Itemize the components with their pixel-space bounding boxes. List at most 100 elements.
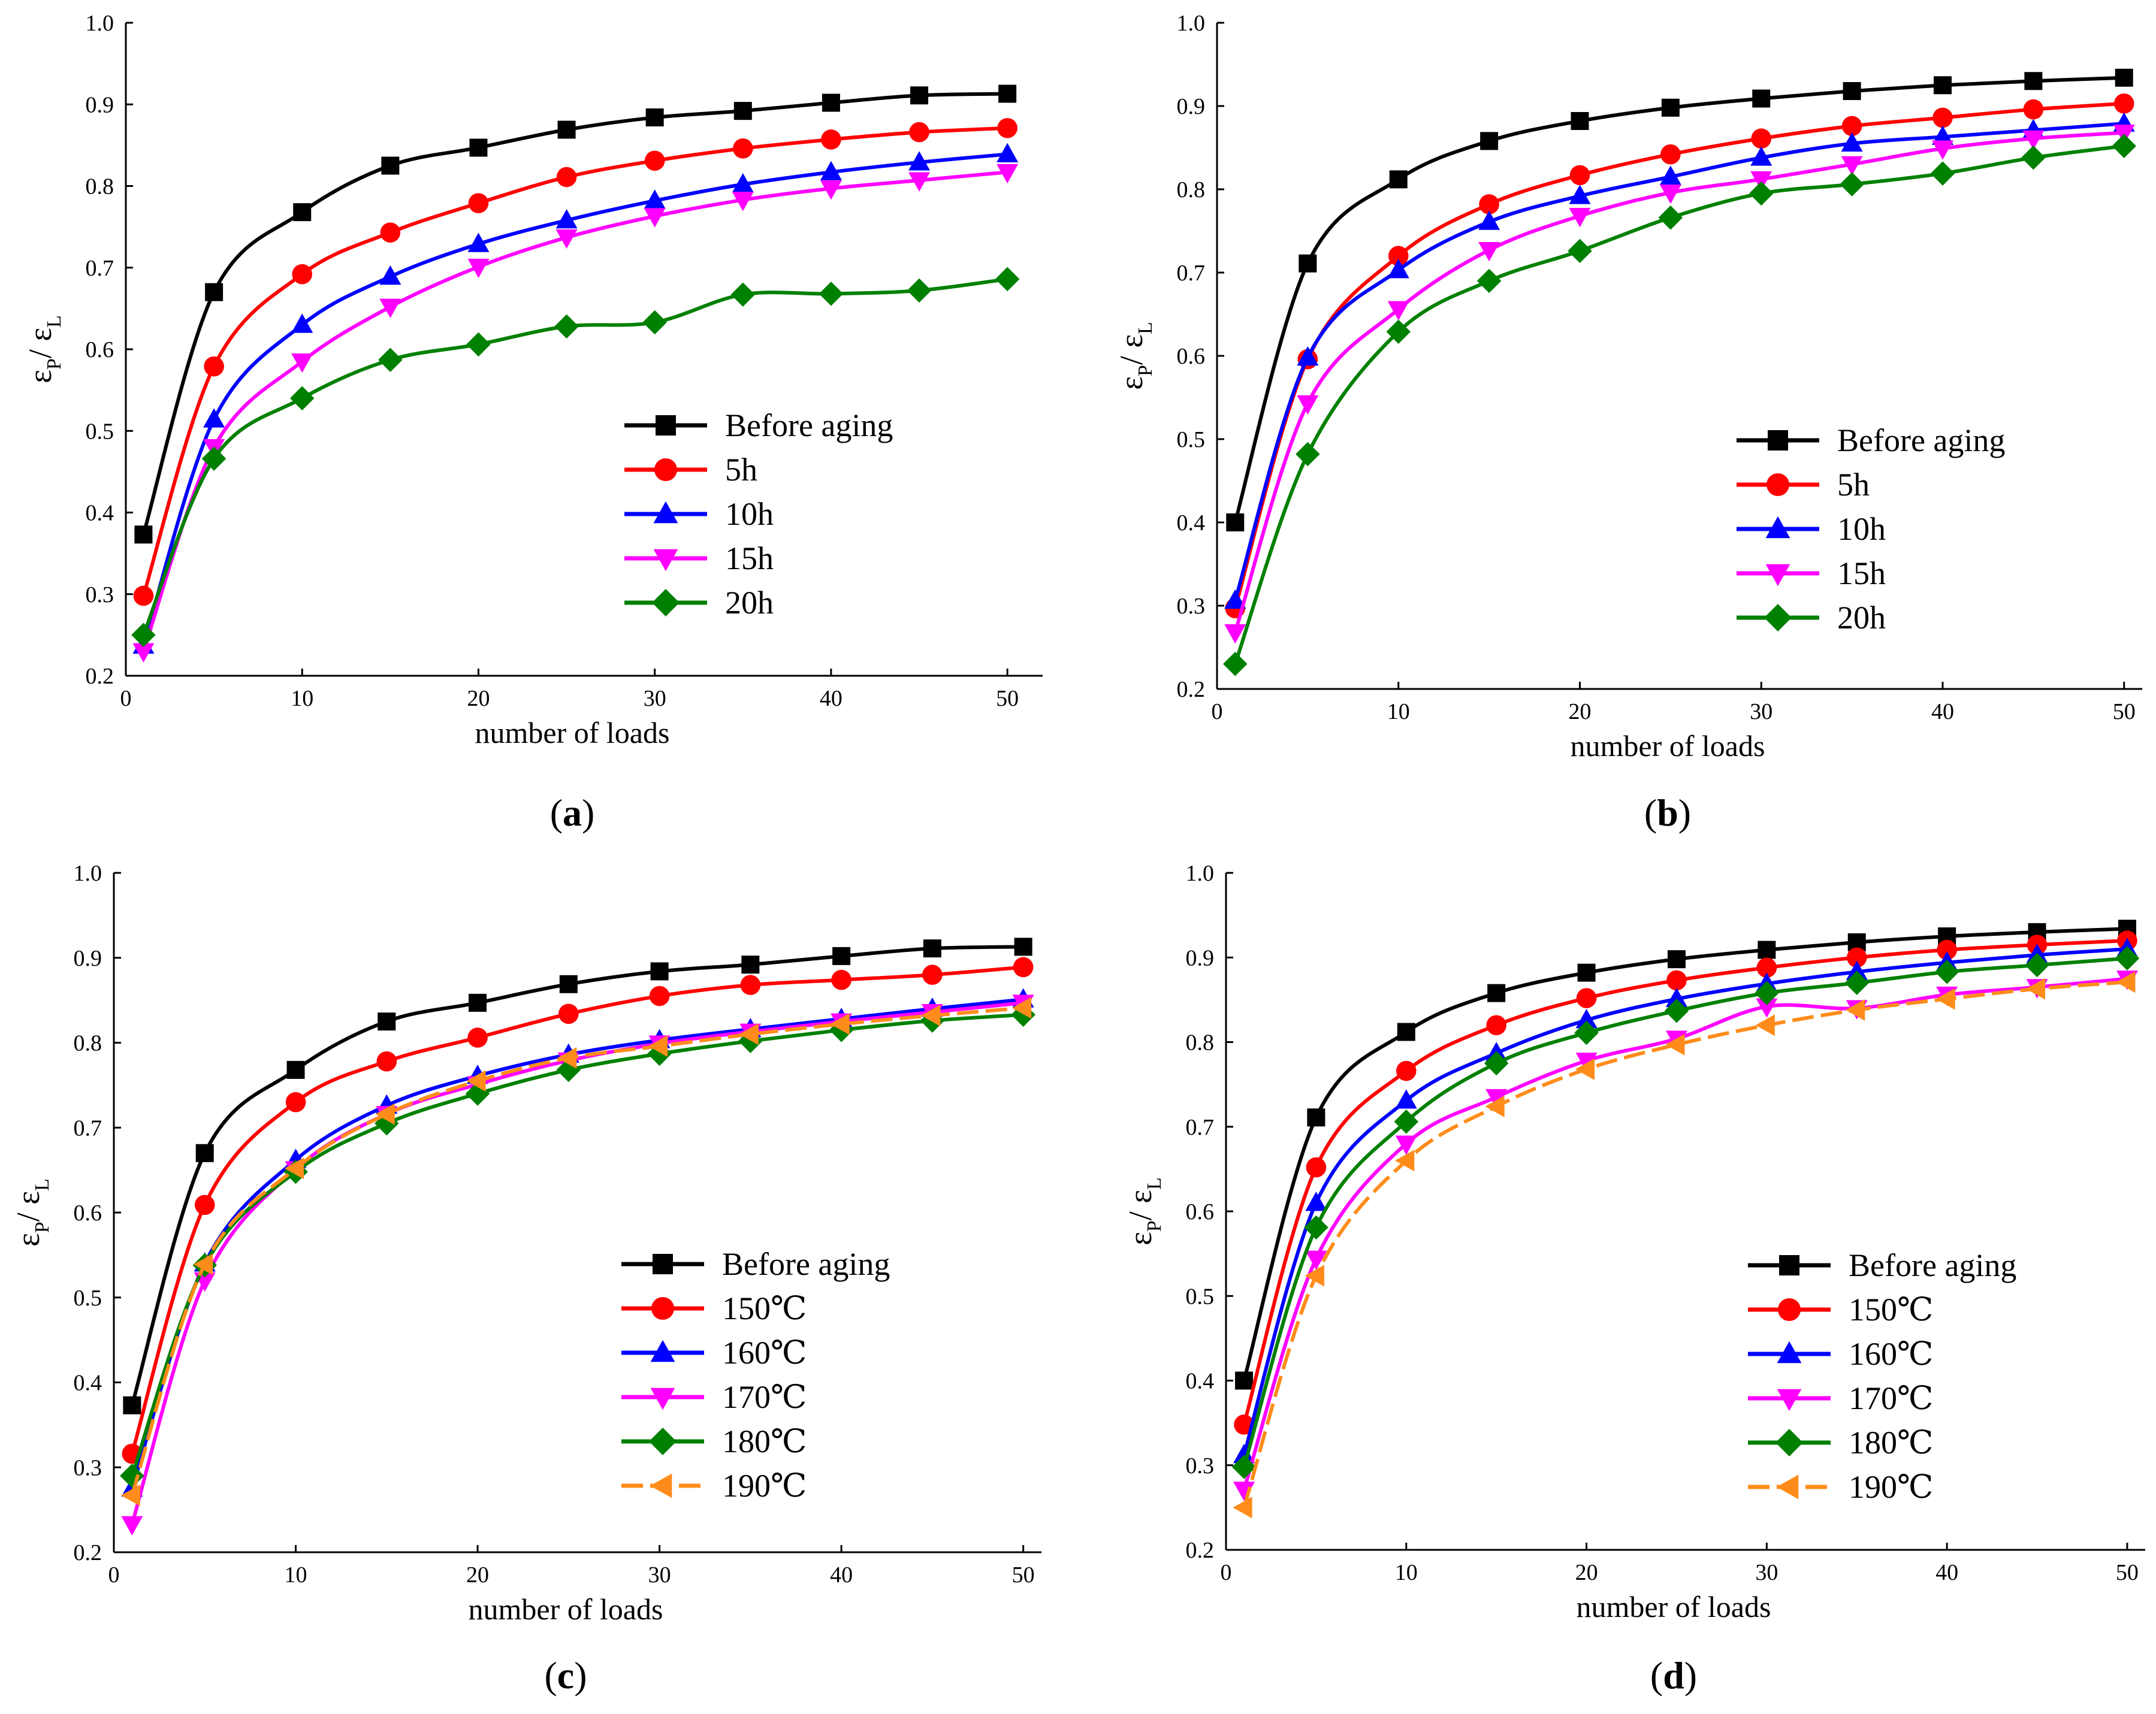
data-point	[1478, 241, 1500, 262]
data-point	[2024, 72, 2043, 90]
data-point	[2021, 145, 2046, 170]
legend-label: 170℃	[1849, 1380, 1933, 1416]
data-point	[830, 1013, 850, 1035]
x-tick-label: 20	[1568, 699, 1591, 724]
y-tick-label: 0.5	[74, 1286, 102, 1311]
y-tick-label: 0.9	[1177, 94, 1206, 119]
data-point	[555, 229, 578, 249]
data-point	[1569, 207, 1591, 228]
data-point	[1484, 1051, 1509, 1076]
legend: Before aging 150℃ 160℃ 170℃ 180℃ 190℃	[621, 1246, 890, 1504]
x-axis-label: number of loads	[1571, 729, 1765, 763]
data-point	[997, 164, 1019, 184]
data-point	[642, 310, 667, 335]
legend-marker	[653, 501, 678, 524]
data-point	[733, 102, 752, 120]
data-point	[1226, 513, 1245, 531]
data-point	[907, 278, 932, 303]
legend-marker	[654, 458, 678, 482]
data-point	[120, 1464, 144, 1488]
data-point	[1931, 125, 1953, 145]
series-line	[141, 170, 1008, 652]
data-point	[1394, 1110, 1419, 1134]
series-line	[1242, 947, 2128, 1456]
legend-label: 160℃	[722, 1335, 807, 1371]
x-tick-label: 50	[1012, 1562, 1035, 1588]
data-point	[466, 1070, 486, 1092]
series-150℃	[122, 957, 1034, 1464]
legend-marker	[1777, 1341, 1802, 1364]
data-point	[194, 1195, 215, 1216]
data-point	[292, 264, 313, 285]
data-point	[1569, 165, 1590, 186]
data-point	[1233, 1497, 1252, 1519]
y-tick-label: 0.4	[86, 501, 114, 526]
data-point	[379, 298, 401, 318]
data-point	[556, 167, 577, 188]
legend-label: 20h	[725, 585, 774, 621]
data-point	[1664, 998, 1689, 1023]
data-point	[205, 283, 224, 301]
data-point	[469, 993, 487, 1012]
legend-marker	[653, 1254, 673, 1274]
data-point	[1937, 939, 1957, 960]
x-tick-label: 10	[285, 1562, 307, 1588]
legend-marker	[1777, 1298, 1801, 1322]
y-tick-label: 0.9	[1186, 945, 1215, 971]
x-tick-label: 50	[996, 686, 1019, 711]
legend-label: 190℃	[1849, 1469, 1933, 1505]
y-axis-label: εP/ εL	[10, 1178, 53, 1247]
data-point	[554, 314, 579, 339]
data-point	[1846, 960, 1868, 980]
data-point	[1841, 132, 1863, 152]
series-190℃	[120, 997, 1032, 1507]
data-point	[2115, 68, 2133, 87]
data-point	[1224, 589, 1246, 609]
y-tick-label: 0.2	[1177, 677, 1206, 702]
data-point	[1305, 1265, 1324, 1287]
y-tick-label: 0.2	[1186, 1538, 1215, 1563]
data-point	[1755, 1014, 1775, 1036]
data-point	[378, 1012, 396, 1031]
data-point	[1479, 194, 1499, 214]
chart-panel-a: 0.2 0.3 0.4 0.5 0.6 0.7 0.8 0.9 1.0 0 10 20 30 40 50 nu…	[22, 11, 1043, 834]
data-point	[909, 122, 929, 143]
data-point	[1938, 927, 1956, 945]
data-point	[376, 1051, 397, 1072]
series-180℃	[1231, 946, 2140, 1479]
data-point	[1661, 98, 1680, 117]
data-point	[1388, 246, 1409, 267]
data-point	[1233, 1482, 1255, 1501]
y-tick-label: 0.3	[74, 1455, 102, 1480]
series-15h	[132, 164, 1019, 663]
series-line	[1233, 122, 2124, 601]
data-point	[740, 975, 761, 995]
data-point	[1933, 76, 1952, 95]
x-tick-label: 40	[1931, 699, 1954, 724]
legend-label: 5h	[725, 452, 757, 488]
data-point	[2116, 971, 2136, 993]
legend: Before aging 5h 10h 15h 20h	[624, 407, 893, 621]
legend-label: 15h	[725, 540, 774, 576]
data-point	[1841, 156, 1863, 176]
data-point	[821, 129, 841, 150]
data-point	[1931, 140, 1953, 160]
data-point	[559, 975, 578, 993]
series-line	[1233, 131, 2124, 633]
y-tick-label: 0.2	[86, 664, 114, 689]
data-point	[2022, 130, 2045, 150]
x-tick-label: 0	[120, 686, 132, 711]
data-point	[997, 143, 1019, 162]
chart-panel-c: 0.2 0.3 0.4 0.5 0.6 0.7 0.8 0.9 1.0 0 10 20 30 40 50 nu…	[10, 861, 1041, 1697]
legend-marker	[1776, 1474, 1799, 1500]
series-line	[1242, 927, 2128, 1382]
x-tick-label: 30	[1750, 699, 1772, 724]
data-point	[831, 969, 851, 990]
data-point	[1930, 161, 1955, 186]
series-line	[1233, 75, 2124, 523]
x-tick-label: 50	[2116, 1560, 2139, 1585]
data-point	[922, 965, 943, 985]
x-tick-label: 50	[2113, 699, 2136, 724]
data-point	[1485, 1089, 1508, 1109]
series-line	[141, 92, 1008, 536]
